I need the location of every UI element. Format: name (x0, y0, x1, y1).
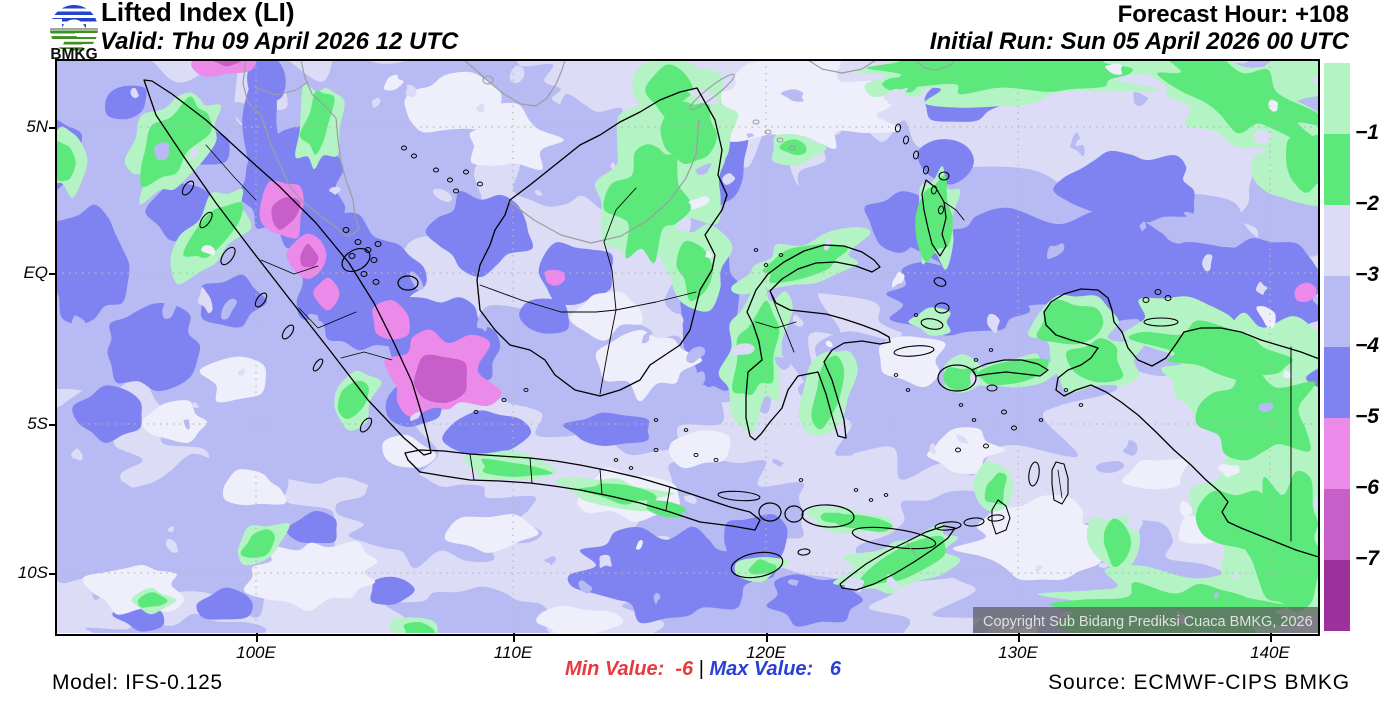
svg-text:Copyright Sub Bidang Prediksi: Copyright Sub Bidang Prediksi Cuaca BMKG… (983, 614, 1313, 630)
svg-text:BMKG: BMKG (50, 46, 97, 60)
